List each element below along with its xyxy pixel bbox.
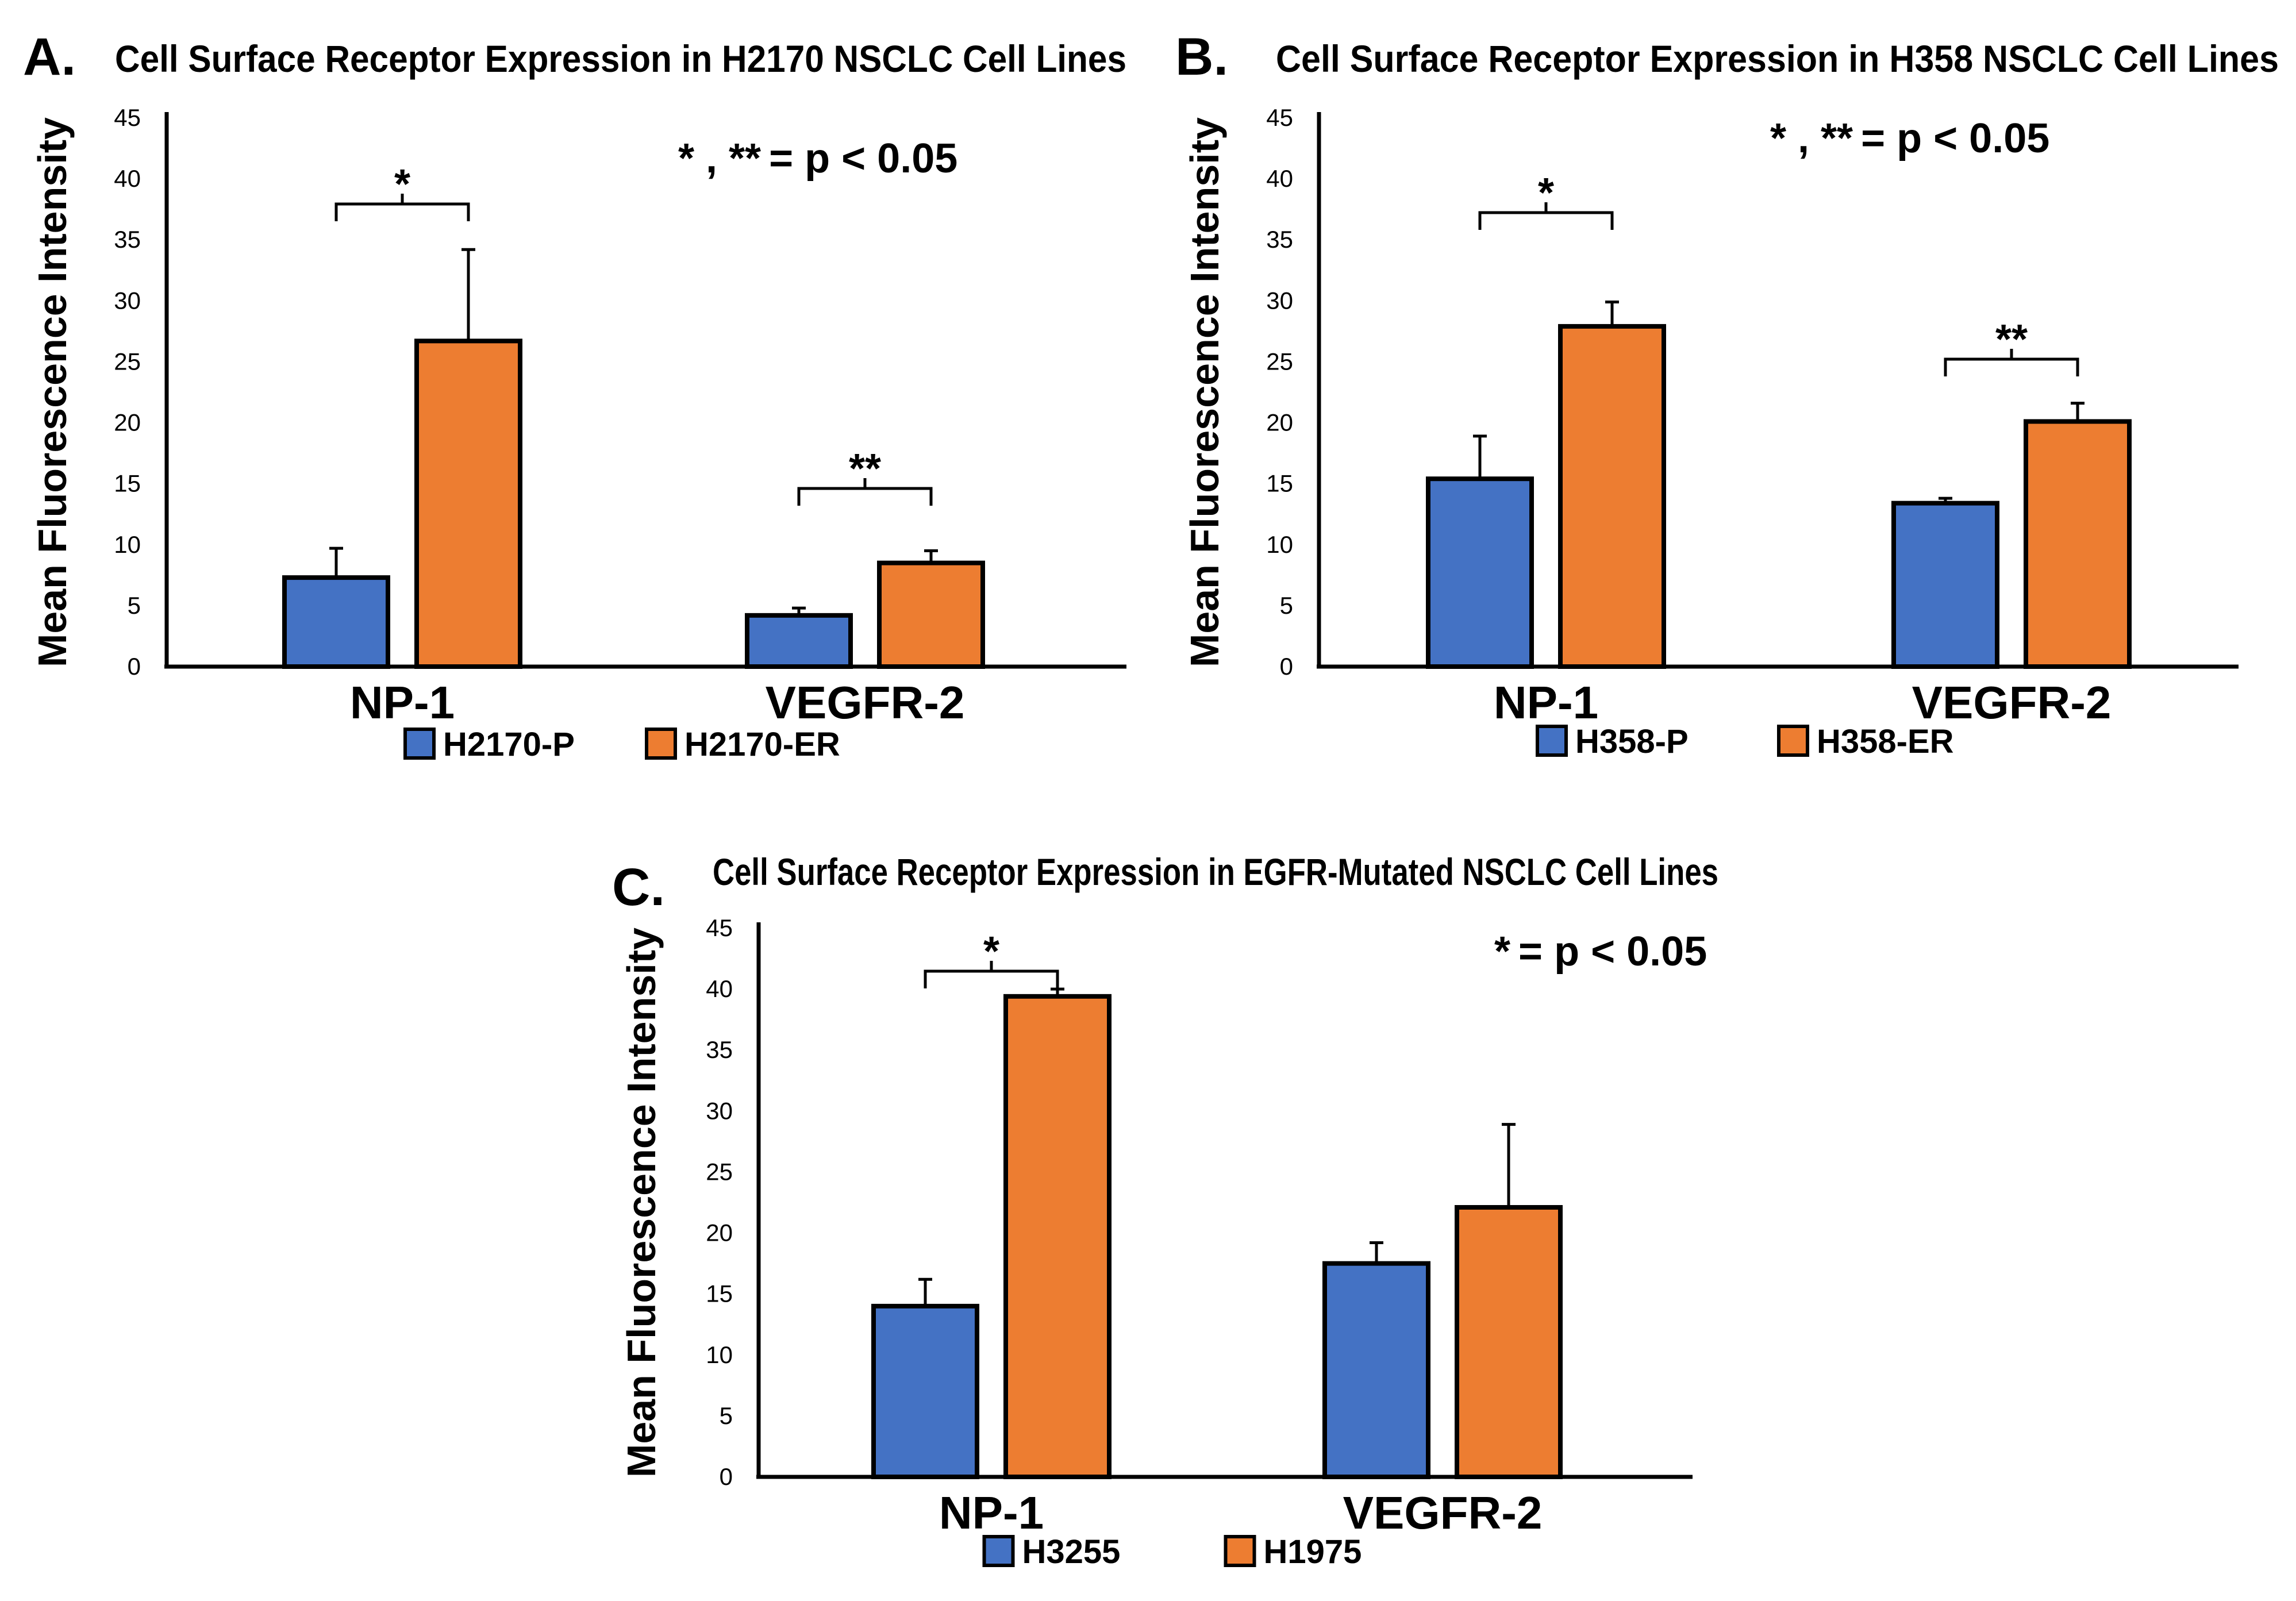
y-axis-label: Mean Fluorescence Intensity xyxy=(1182,117,1227,667)
y-tick-label: 10 xyxy=(1266,531,1293,558)
y-tick-label: 15 xyxy=(114,470,141,497)
category-label: NP-1 xyxy=(1494,677,1598,728)
y-tick-label: 45 xyxy=(114,104,141,131)
bar-h2170-p-np-1 xyxy=(282,575,390,669)
legend-swatch xyxy=(1777,725,1809,757)
legend-label: H2170-P xyxy=(443,726,575,763)
bar-h1975-np-1 xyxy=(1003,994,1112,1480)
y-tick-label: 35 xyxy=(114,226,141,253)
bar-h1975-vegfr-2 xyxy=(1455,1204,1563,1479)
significance-legend-marks: * , ** xyxy=(1770,116,1853,161)
y-tick-label: 35 xyxy=(1266,226,1293,253)
bar-h358-p-vegfr-2 xyxy=(1891,501,1999,669)
panel-letter: C. xyxy=(612,858,665,917)
significance-legend: * , ** = p < 0.05 xyxy=(1770,116,2049,161)
y-tick-label: 10 xyxy=(114,531,141,558)
y-axis-label: Mean Fluorescence Intensity xyxy=(619,927,664,1477)
chart-panel-a: A. Cell Surface Receptor Expression in H2… xyxy=(23,28,1126,763)
significance-legend-text: = p < 0.05 xyxy=(769,136,957,182)
panel-letter: A. xyxy=(23,28,76,86)
y-tick-label: 35 xyxy=(706,1036,733,1063)
significance-legend-text: = p < 0.05 xyxy=(1518,929,1707,975)
y-tick-label: 25 xyxy=(114,348,141,375)
bar-h358-er-vegfr-2 xyxy=(2024,419,2132,669)
legend-label: H358-ER xyxy=(1817,723,1954,760)
y-axis-label: Mean Fluorescence Intensity xyxy=(30,117,75,667)
y-tick-label: 30 xyxy=(114,287,141,314)
y-tick-label: 40 xyxy=(1266,165,1293,192)
y-tick-label: 30 xyxy=(1266,287,1293,314)
chart-title: Cell Surface Receptor Expression in EGFR… xyxy=(713,850,1718,893)
legend-label: H358-P xyxy=(1575,723,1689,760)
significance-marker: * xyxy=(394,161,410,207)
bar-h2170-p-vegfr-2 xyxy=(745,613,853,669)
bar-h358-er-np-1 xyxy=(1558,324,1666,669)
significance-legend: * = p < 0.05 xyxy=(1494,929,1707,975)
chart-panel-c: C. Cell Surface Receptor Expression in EG… xyxy=(612,850,1718,1571)
category-label: NP-1 xyxy=(350,677,455,728)
legend-swatch xyxy=(1536,725,1568,757)
legend-label: H3255 xyxy=(1022,1533,1121,1571)
y-tick-label: 45 xyxy=(706,914,733,941)
legend-swatch xyxy=(1224,1535,1256,1567)
y-tick-label: 0 xyxy=(720,1463,733,1490)
panel-letter: B. xyxy=(1175,28,1228,86)
significance-legend-marks: * xyxy=(1494,929,1510,975)
y-tick-label: 20 xyxy=(706,1219,733,1246)
significance-marker: * xyxy=(983,929,999,975)
significance-marker: * xyxy=(1538,170,1554,216)
chart-panel-b: B. Cell Surface Receptor Expression in H3… xyxy=(1175,28,2279,760)
y-tick-label: 40 xyxy=(706,975,733,1002)
category-label: VEGFR-2 xyxy=(1912,677,2112,728)
significance-marker: ** xyxy=(1995,317,2028,363)
category-label: VEGFR-2 xyxy=(1343,1487,1543,1538)
y-tick-label: 40 xyxy=(114,165,141,192)
y-tick-label: 30 xyxy=(706,1097,733,1124)
y-tick-label: 0 xyxy=(128,653,141,680)
y-tick-label: 0 xyxy=(1280,653,1293,680)
bar-h3255-vegfr-2 xyxy=(1322,1261,1430,1479)
y-tick-label: 15 xyxy=(706,1280,733,1307)
legend-swatch xyxy=(645,728,677,760)
y-tick-label: 10 xyxy=(706,1341,733,1368)
y-tick-label: 25 xyxy=(1266,348,1293,375)
bar-h2170-er-vegfr-2 xyxy=(877,560,985,669)
y-tick-label: 45 xyxy=(1266,104,1293,131)
y-tick-label: 5 xyxy=(128,592,141,619)
category-label: NP-1 xyxy=(939,1487,1044,1538)
significance-legend-text: = p < 0.05 xyxy=(1861,116,2049,161)
chart-title: Cell Surface Receptor Expression in H217… xyxy=(115,37,1126,80)
y-tick-label: 20 xyxy=(114,409,141,436)
bar-h358-p-np-1 xyxy=(1426,476,1534,669)
y-tick-label: 5 xyxy=(720,1402,733,1429)
y-tick-label: 15 xyxy=(1266,470,1293,497)
category-label: VEGFR-2 xyxy=(766,677,965,728)
legend-label: H2170-ER xyxy=(684,726,840,763)
chart-title: Cell Surface Receptor Expression in H358… xyxy=(1276,37,2279,80)
y-tick-label: 25 xyxy=(706,1158,733,1185)
legend-swatch xyxy=(403,728,436,760)
legend-swatch xyxy=(982,1535,1015,1567)
bar-h2170-er-np-1 xyxy=(414,338,522,669)
significance-marker: ** xyxy=(849,446,881,492)
y-tick-label: 20 xyxy=(1266,409,1293,436)
bar-h3255-np-1 xyxy=(871,1303,979,1480)
y-tick-label: 5 xyxy=(1280,592,1293,619)
significance-legend-marks: * , ** xyxy=(678,136,761,182)
legend-label: H1975 xyxy=(1264,1533,1362,1571)
significance-legend: * , ** = p < 0.05 xyxy=(678,136,957,182)
